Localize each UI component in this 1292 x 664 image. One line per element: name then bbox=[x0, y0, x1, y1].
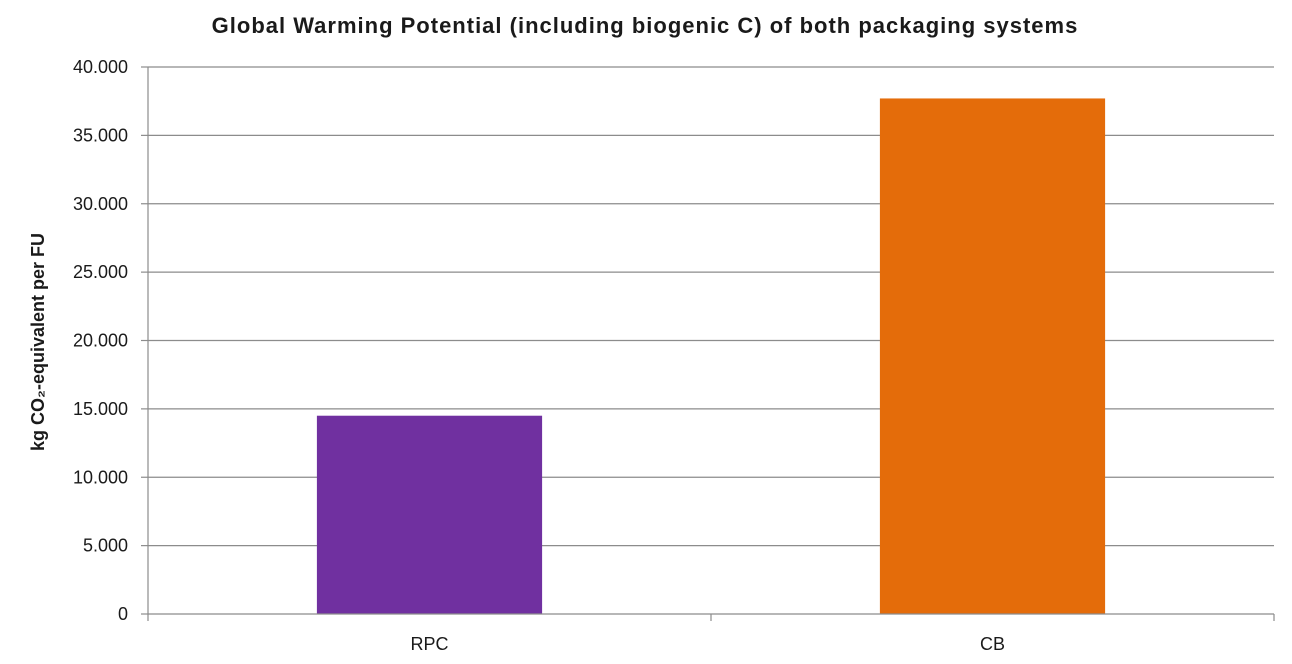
y-tick-label: 10.000 bbox=[73, 467, 128, 487]
y-tick-label: 20.000 bbox=[73, 331, 128, 351]
axes bbox=[141, 66, 1275, 621]
bar-rpc bbox=[316, 415, 543, 614]
y-tick-label: 0 bbox=[118, 604, 128, 624]
y-tick-label: 5.000 bbox=[83, 536, 128, 556]
bars bbox=[316, 98, 1106, 614]
chart-title: Global Warming Potential (including biog… bbox=[212, 13, 1079, 38]
y-tick-label: 30.000 bbox=[73, 194, 128, 214]
y-axis-label: kg CO₂-equivalent per FU bbox=[28, 233, 48, 451]
y-tick-label: 35.000 bbox=[73, 125, 128, 145]
y-tick-label: 40.000 bbox=[73, 57, 128, 77]
x-tick-label: RPC bbox=[410, 634, 448, 654]
y-tick-label: 25.000 bbox=[73, 262, 128, 282]
x-tick-labels: RPC CB bbox=[410, 634, 1005, 654]
bar-cb bbox=[879, 98, 1106, 614]
y-tick-label: 15.000 bbox=[73, 399, 128, 419]
x-tick-label: CB bbox=[980, 634, 1005, 654]
y-tick-labels: 0 5.000 10.000 15.000 20.000 25.000 30.000 35.0… bbox=[73, 57, 128, 624]
